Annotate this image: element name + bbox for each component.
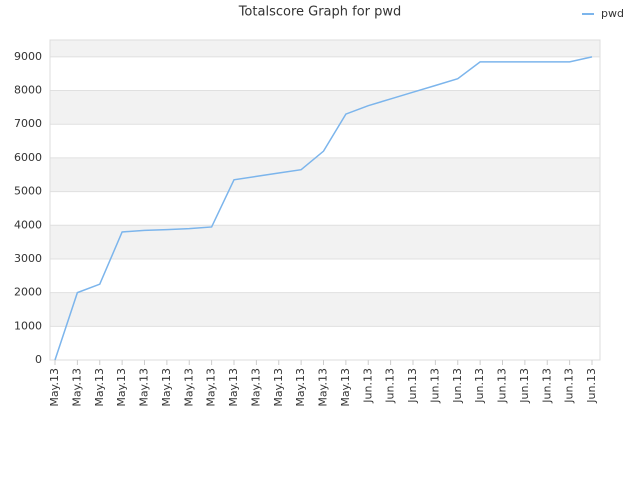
x-tick-label: May.13 [48,368,61,407]
plot-band [50,157,600,192]
data-line [54,56,593,361]
x-tick-label: May.13 [115,368,128,407]
x-tick-label: May.13 [317,368,330,407]
x-tick-label: Jun.13 [384,368,397,404]
x-tick-label: May.13 [272,368,285,407]
x-tick-label: May.13 [160,368,173,407]
y-tick-label: 4000 [14,218,42,231]
x-tick-label: May.13 [249,368,262,407]
plot-border [49,39,601,361]
plot-band [50,90,600,125]
x-tick-label: Jun.13 [361,368,374,404]
y-tick-label: 9000 [14,50,42,63]
x-tick-label: May.13 [70,368,83,407]
x-tick-label: Jun.13 [473,368,486,404]
x-tick-label: May.13 [339,368,352,407]
y-tick-label: 3000 [14,252,42,265]
y-tick-label: 1000 [14,319,42,332]
plot-band [50,225,600,259]
y-tick-label: 5000 [14,185,42,198]
y-tick-label: 8000 [14,84,42,97]
x-tick-label: Jun.13 [518,368,531,404]
x-tick-label: Jun.13 [406,368,419,404]
x-tick-label: Jun.13 [428,368,441,404]
chart-title: Totalscore Graph for pwd [238,5,402,20]
x-tick-label: Jun.13 [496,368,509,404]
y-tick-label: 6000 [14,151,42,164]
x-tick-label: Jun.13 [563,368,576,404]
y-tick-label: 2000 [14,286,42,299]
legend-label: pwd [601,7,624,20]
x-tick-label: May.13 [182,368,195,407]
x-tick-label: May.13 [205,368,218,407]
x-tick-label: Jun.13 [540,368,553,404]
plot-band [50,40,600,57]
x-tick-label: Jun.13 [585,368,598,404]
x-tick-label: May.13 [227,368,240,407]
y-tick-label: 7000 [14,117,42,130]
plot-band [50,292,600,327]
x-tick-label: Jun.13 [451,368,464,404]
x-tick-label: May.13 [138,368,151,407]
x-tick-label: May.13 [294,368,307,407]
x-tick-label: May.13 [93,368,106,407]
y-tick-label: 0 [35,353,42,366]
